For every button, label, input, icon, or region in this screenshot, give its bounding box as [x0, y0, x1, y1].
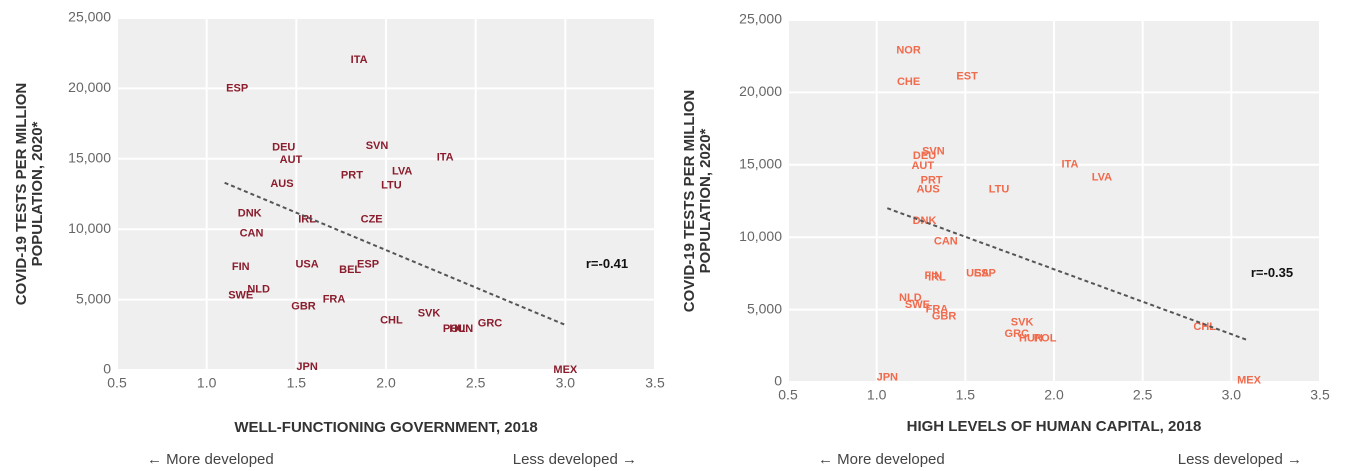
point-label: PRT — [341, 170, 363, 182]
point-label: CAN — [240, 227, 264, 239]
point-label: SWE — [228, 289, 253, 301]
note-left: ← More developed — [147, 451, 274, 468]
point-label: DNK — [913, 215, 937, 227]
x-tick-label: 3.5 — [645, 375, 665, 391]
point-label: CHE — [897, 76, 920, 88]
point-label: CHL — [1193, 321, 1216, 333]
point-label: LTU — [989, 183, 1010, 195]
y-tick-label: 5,000 — [76, 290, 111, 306]
point-label: NLD — [899, 292, 922, 304]
point-label: BEL — [339, 264, 361, 276]
point-label: SVK — [1011, 317, 1034, 329]
annotation: r=-0.35 — [1251, 265, 1293, 280]
point-label: ESP — [357, 258, 379, 270]
x-axis-title: WELL-FUNCTIONING GOVERNMENT, 2018 — [234, 419, 537, 436]
x-tick-label: 0.5 — [107, 375, 127, 391]
point-label: NOR — [896, 44, 921, 56]
point-label: ESP — [974, 267, 996, 279]
x-tick-label: 3.5 — [1310, 387, 1330, 403]
annotation: r=-0.41 — [586, 256, 628, 271]
point-label: ITA — [437, 151, 454, 163]
x-axis-title: HIGH LEVELS OF HUMAN CAPITAL, 2018 — [907, 418, 1202, 435]
y-tick-label: 10,000 — [739, 228, 782, 244]
point-label: NLD — [247, 284, 270, 296]
point-label: LVA — [1092, 172, 1112, 184]
y-axis-title: POPULATION, 2020* — [29, 121, 46, 266]
x-tick-label: 2.0 — [376, 375, 396, 391]
y-tick-label: 25,000 — [68, 9, 111, 25]
y-tick-label: 0 — [774, 373, 782, 389]
y-tick-label: 15,000 — [68, 150, 111, 166]
point-label: HUN — [1019, 332, 1043, 344]
y-axis-title: POPULATION, 2020* — [697, 128, 714, 273]
point-label: AUT — [911, 160, 934, 172]
point-label: ESP — [226, 82, 248, 94]
point-label: HUN — [449, 323, 473, 335]
x-tick-label: 1.5 — [287, 375, 307, 391]
point-label: CHL — [380, 315, 403, 327]
point-label: SVK — [418, 308, 441, 320]
point-label: LVA — [392, 165, 412, 177]
x-tick-label: 2.0 — [1044, 387, 1064, 403]
y-tick-label: 20,000 — [739, 83, 782, 99]
point-label: DNK — [238, 208, 262, 220]
trend-line — [886, 207, 1248, 341]
note-left: ← More developed — [818, 451, 945, 468]
point-label: GBR — [291, 301, 316, 313]
point-label: CZE — [361, 213, 383, 225]
x-tick-label: 3.0 — [556, 375, 576, 391]
point-label: GBR — [932, 311, 957, 323]
x-tick-label: 1.0 — [867, 387, 887, 403]
y-tick-label: 10,000 — [68, 220, 111, 236]
x-tick-label: 1.0 — [197, 375, 217, 391]
point-label: SVN — [366, 140, 389, 152]
point-label: IRL — [298, 213, 316, 225]
point-label: SWE — [905, 299, 930, 311]
point-label: FIN — [232, 261, 250, 273]
point-label: GRC — [1005, 328, 1030, 340]
x-tick-label: 1.5 — [956, 387, 976, 403]
point-label: PRT — [921, 175, 943, 187]
point-label: FRA — [926, 304, 949, 316]
point-label: ITA — [351, 54, 368, 66]
point-label: IRL — [928, 272, 946, 284]
trend-line — [224, 181, 566, 326]
y-tick-label: 20,000 — [68, 79, 111, 95]
point-label: POL — [1034, 332, 1057, 344]
note-right: Less developed → — [513, 451, 637, 468]
point-label: USA — [966, 267, 989, 279]
point-label: JPN — [296, 361, 317, 373]
x-tick-label: 3.0 — [1222, 387, 1242, 403]
point-label: FRA — [323, 294, 346, 306]
point-label: FIN — [925, 270, 943, 282]
point-label: DEU — [913, 150, 936, 162]
point-label: DEU — [272, 141, 295, 153]
x-tick-label: 2.5 — [1133, 387, 1153, 403]
point-label: AUS — [270, 178, 293, 190]
point-label: EST — [956, 70, 978, 82]
point-label: MEX — [1237, 374, 1262, 386]
point-label: SVN — [922, 146, 945, 158]
point-label: ITA — [1062, 159, 1079, 171]
y-tick-label: 15,000 — [739, 156, 782, 172]
y-tick-label: 5,000 — [747, 300, 782, 316]
y-tick-label: 0 — [103, 361, 111, 377]
point-label: GRC — [478, 317, 503, 329]
point-label: LTU — [381, 179, 402, 191]
y-axis-title: COVID-19 TESTS PER MILLION — [13, 83, 30, 306]
y-tick-label: 25,000 — [739, 11, 782, 27]
point-label: MEX — [553, 364, 578, 376]
note-right: Less developed → — [1178, 451, 1302, 468]
point-label: USA — [295, 258, 318, 270]
point-label: POL — [443, 323, 466, 335]
x-tick-label: 2.5 — [466, 375, 486, 391]
point-label: CAN — [934, 235, 958, 247]
x-tick-label: 0.5 — [778, 387, 798, 403]
point-label: AUT — [280, 154, 303, 166]
y-axis-title: COVID-19 TESTS PER MILLION — [681, 90, 698, 313]
point-label: JPN — [877, 372, 898, 384]
point-label: AUS — [916, 183, 939, 195]
